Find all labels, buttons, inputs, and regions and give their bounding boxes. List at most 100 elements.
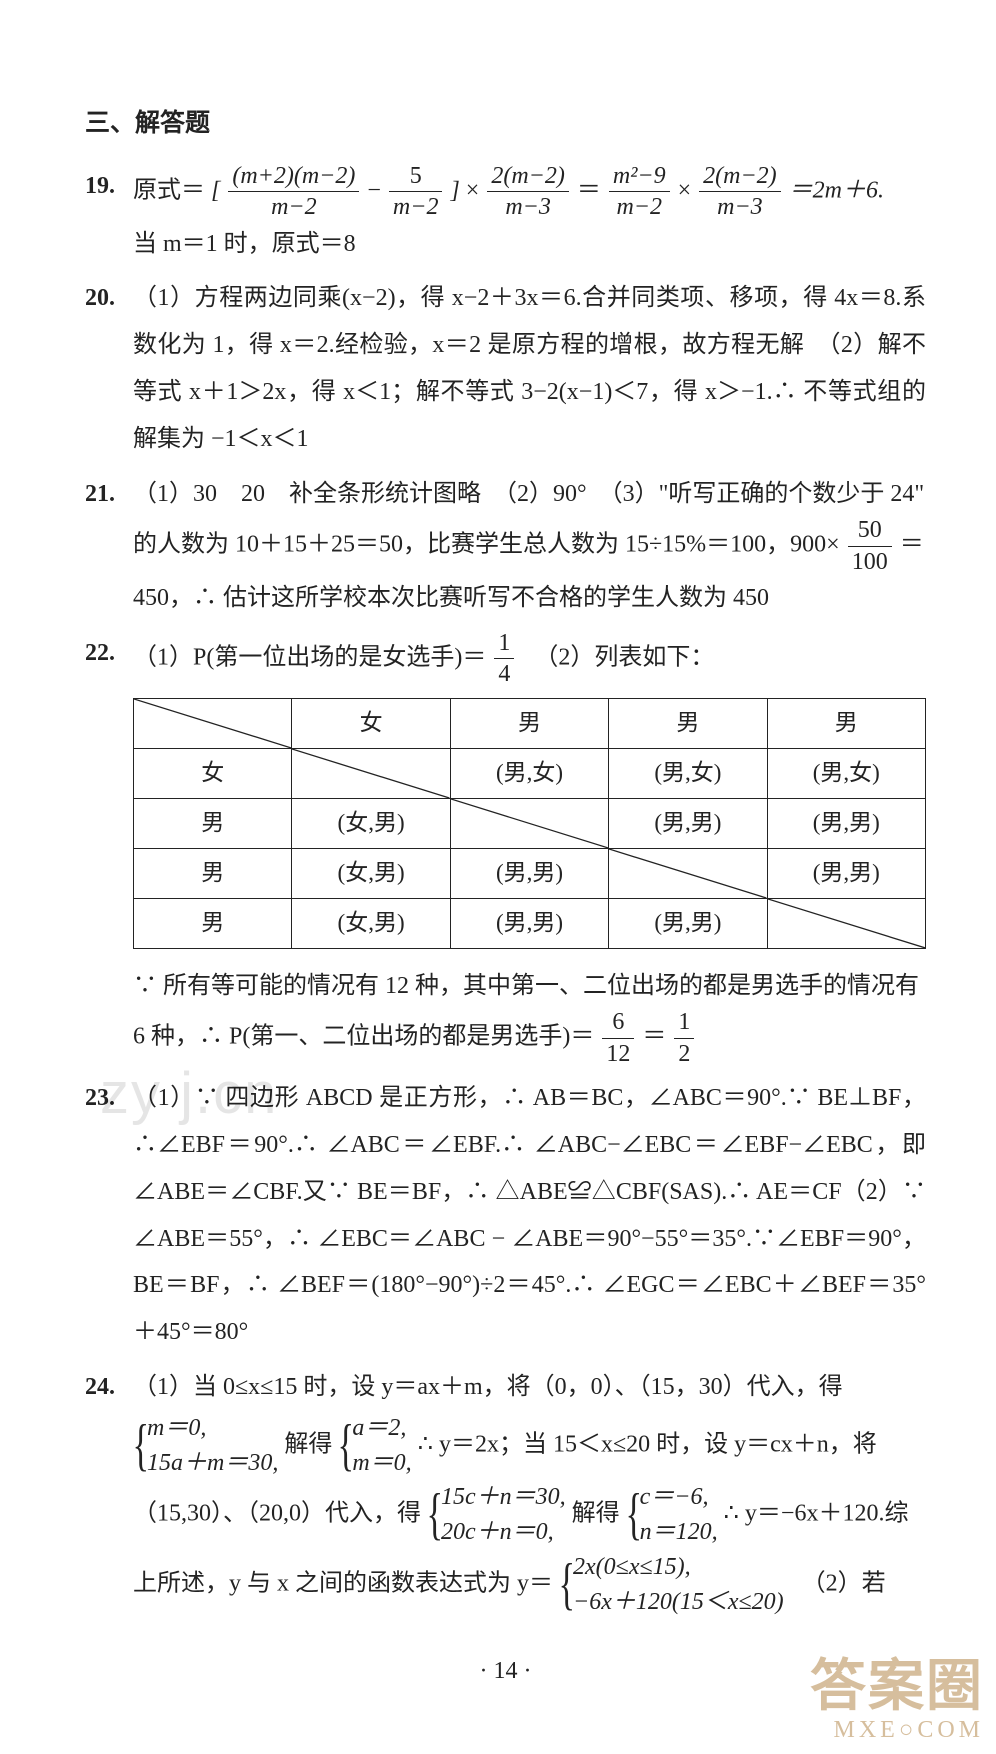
- table-cell: (男,女): [609, 748, 767, 798]
- text-line: 6 种，∴ P(第一、二位出场的都是男选手)＝ 612 ＝ 12: [133, 1009, 926, 1067]
- sys-row: m＝0,: [352, 1446, 411, 1481]
- q21-body: （1）30 20 补全条形统计图略 （2）90° （3）"听写正确的个数少于 2…: [133, 471, 926, 622]
- table-cell: 男: [134, 848, 292, 898]
- q19-line2: 当 m＝1 时，原式＝8: [133, 221, 926, 268]
- question-24: 24. （1）当 0≤x≤15 时，设 y＝ax＋m，将（0，0）、（15，30…: [85, 1364, 926, 1620]
- table-cell: (男,男): [767, 798, 925, 848]
- sys-row: −6x＋120(15＜x≤20): [573, 1585, 784, 1620]
- q19-line1: 原式＝ [ (m+2)(m−2)m−2 − 5m−2 ] × 2(m−2)m−3…: [133, 163, 926, 221]
- frac-bot: 100: [852, 549, 888, 575]
- table-cell-diag: [767, 898, 925, 948]
- table-cell: (女,男): [292, 848, 450, 898]
- table-cell: (男,男): [450, 898, 608, 948]
- table-cell: (男,男): [450, 848, 608, 898]
- frac-top: 1: [498, 630, 510, 656]
- watermark-small: MXE○COM: [810, 1717, 984, 1744]
- q22-body: （1）P(第一位出场的是女选手)＝ 14 （2）列表如下： 女 男 男 男 女 …: [133, 630, 926, 1067]
- frac-bot: m−2: [393, 194, 439, 220]
- question-21: 21. （1）30 20 补全条形统计图略 （2）90° （3）"听写正确的个数…: [85, 471, 926, 622]
- frac-top: 1: [678, 1009, 690, 1035]
- frac-top: 50: [858, 517, 882, 543]
- table-header-row: 女 男 男 男: [134, 698, 926, 748]
- text: 解得: [284, 1431, 332, 1457]
- table-cell: (男,男): [609, 798, 767, 848]
- table-cell: 男: [134, 798, 292, 848]
- q23-body: （1）∵ 四边形 ABCD 是正方形，∴ AB＝BC，∠ABC＝90°.∵ BE…: [133, 1075, 926, 1356]
- frac-top: m²−9: [613, 163, 666, 189]
- table-cell: 男: [450, 698, 608, 748]
- q21-number: 21.: [85, 471, 133, 622]
- probability-table: 女 男 男 男 女 (男,女) (男,女) (男,女) 男 (女,男) (男,男…: [133, 698, 926, 949]
- table-row: 男 (女,男) (男,男) (男,男): [134, 898, 926, 948]
- frac-top: 5: [410, 163, 422, 189]
- frac-bot: m−2: [616, 194, 662, 220]
- table-cell: 男: [767, 698, 925, 748]
- text: ＝2m＋6.: [789, 177, 884, 203]
- text: （1）当 0≤x≤15 时，设 y＝ax＋m，将（0，0）、（15，30）代入，…: [133, 1364, 926, 1411]
- sys-row: 15a＋m＝30,: [147, 1446, 278, 1481]
- text: ∴ y＝−6x＋120.综: [724, 1501, 909, 1527]
- sys-row: m＝0,: [147, 1411, 278, 1446]
- table-row: 女 (男,女) (男,女) (男,女): [134, 748, 926, 798]
- text: 解得: [572, 1501, 620, 1527]
- frac-top: 2(m−2): [491, 163, 565, 189]
- question-23: 23. （1）∵ 四边形 ABCD 是正方形，∴ AB＝BC，∠ABC＝90°.…: [85, 1075, 926, 1356]
- q19-body: 原式＝ [ (m+2)(m−2)m−2 − 5m−2 ] × 2(m−2)m−3…: [133, 163, 926, 268]
- text: ∴ y＝2x；当 15＜x≤20 时，设 y＝cx＋n，将: [418, 1431, 877, 1457]
- table-cell: 女: [292, 698, 450, 748]
- table-cell-diag: [609, 848, 767, 898]
- q20-body: （1）方程两边同乘(x−2)，得 x−2＋3x＝6.合并同类项、移项，得 4x＝…: [133, 275, 926, 462]
- frac-bot: m−2: [271, 194, 317, 220]
- sys-row: 20c＋n＝0,: [441, 1515, 566, 1550]
- text-line: （15,30）、（20,0）代入，得 15c＋n＝30,20c＋n＝0, 解得 …: [133, 1480, 926, 1550]
- table-cell: (女,男): [292, 898, 450, 948]
- table-cell: (男,男): [609, 898, 767, 948]
- op: ×: [466, 177, 486, 203]
- question-20: 20. （1）方程两边同乘(x−2)，得 x−2＋3x＝6.合并同类项、移项，得…: [85, 275, 926, 462]
- text: （15,30）、（20,0）代入，得: [133, 1501, 421, 1527]
- page-number: · 14 ·: [85, 1648, 926, 1695]
- op: ×: [678, 177, 698, 203]
- frac-bot: 12: [606, 1041, 630, 1067]
- sys-row: a＝2,: [352, 1411, 411, 1446]
- q20-number: 20.: [85, 275, 133, 462]
- text-line: m＝0,15a＋m＝30, 解得 a＝2,m＝0, ∴ y＝2x；当 15＜x≤…: [133, 1411, 926, 1481]
- table-cell: (男,女): [450, 748, 608, 798]
- sys-row: 2x(0≤x≤15),: [573, 1550, 784, 1585]
- table-row: 男 (女,男) (男,男) (男,男): [134, 798, 926, 848]
- op: ＝: [577, 177, 607, 203]
- sys-row: 15c＋n＝30,: [441, 1480, 566, 1515]
- frac-top: (m+2)(m−2): [232, 163, 355, 189]
- frac-bot: m−3: [717, 194, 763, 220]
- table-cell: (女,男): [292, 798, 450, 848]
- text-line: 上所述，y 与 x 之间的函数表达式为 y＝ 2x(0≤x≤15),−6x＋12…: [133, 1550, 926, 1620]
- q24-body: （1）当 0≤x≤15 时，设 y＝ax＋m，将（0，0）、（15，30）代入，…: [133, 1364, 926, 1620]
- table-cell: (男,男): [767, 848, 925, 898]
- text: ＝: [900, 532, 924, 558]
- frac-top: 2(m−2): [703, 163, 777, 189]
- section-title: 三、解答题: [85, 100, 926, 149]
- frac-bot: 4: [498, 661, 510, 687]
- text: （1）P(第一位出场的是女选手)＝: [133, 644, 486, 670]
- text: （2）若: [790, 1570, 886, 1596]
- table-cell: 女: [134, 748, 292, 798]
- text: ＝: [642, 1024, 666, 1050]
- table-cell-diag: [292, 748, 450, 798]
- op: −: [367, 177, 387, 203]
- table-row: 男 (女,男) (男,男) (男,男): [134, 848, 926, 898]
- table-cell: (男,女): [767, 748, 925, 798]
- page-content: 三、解答题 19. 原式＝ [ (m+2)(m−2)m−2 − 5m−2 ] ×…: [85, 100, 926, 1694]
- q23-number: 23.: [85, 1075, 133, 1356]
- q22-line1: （1）P(第一位出场的是女选手)＝ 14 （2）列表如下：: [133, 630, 926, 688]
- q24-number: 24.: [85, 1364, 133, 1620]
- text: ∵ 所有等可能的情况有 12 种，其中第一、二位出场的都是男选手的情况有: [133, 963, 926, 1010]
- text: 6 种，∴ P(第一、二位出场的都是男选手)＝: [133, 1024, 594, 1050]
- text: 原式＝: [133, 177, 205, 203]
- q22-number: 22.: [85, 630, 133, 1067]
- table-cell: 男: [134, 898, 292, 948]
- frac-top: 6: [612, 1009, 624, 1035]
- frac-bot: m−3: [505, 194, 551, 220]
- sys-row: c＝−6,: [640, 1480, 718, 1515]
- text: 上所述，y 与 x 之间的函数表达式为 y＝: [133, 1570, 553, 1596]
- text-line: 的人数为 10＋15＋25＝50，比赛学生总人数为 15÷15%＝100，900…: [133, 517, 926, 575]
